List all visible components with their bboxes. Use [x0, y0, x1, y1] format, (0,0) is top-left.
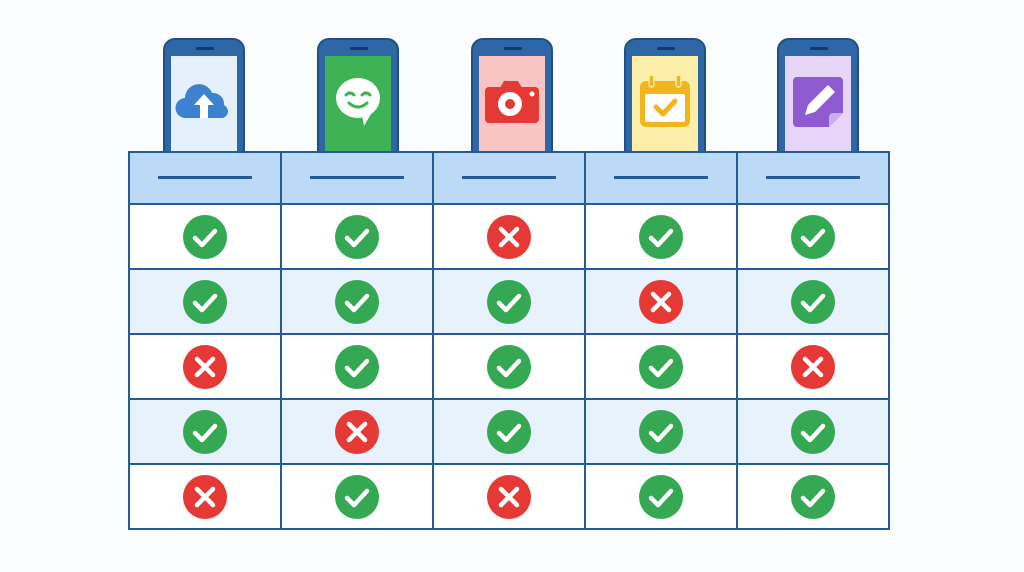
check-icon	[183, 214, 227, 259]
header-cell	[128, 151, 282, 205]
phone-screen	[632, 56, 698, 152]
table-cell	[736, 203, 890, 270]
check-icon	[791, 214, 835, 259]
check-icon	[335, 344, 379, 389]
check-icon	[639, 474, 683, 519]
table-cell	[280, 333, 434, 400]
check-icon	[335, 474, 379, 519]
cross-icon	[791, 344, 835, 389]
table-row	[128, 333, 890, 400]
table-cell	[128, 268, 282, 335]
phone-calendar-check	[624, 38, 706, 154]
cross-icon	[639, 279, 683, 324]
table-cell	[280, 203, 434, 270]
table-cell	[584, 203, 738, 270]
phone-speaker	[810, 47, 828, 50]
phone-screen	[171, 56, 237, 152]
header-placeholder-line	[310, 176, 404, 180]
feature-comparison-table	[128, 151, 890, 530]
cross-icon	[183, 474, 227, 519]
cross-icon	[487, 474, 531, 519]
check-icon	[791, 279, 835, 324]
phone-speaker	[350, 47, 368, 50]
phone-speaker	[657, 47, 675, 50]
header-cell	[432, 151, 586, 205]
camera-icon	[483, 79, 541, 130]
table-cell	[736, 333, 890, 400]
table-cell	[584, 398, 738, 465]
header-placeholder-line	[462, 176, 556, 180]
header-cell	[736, 151, 890, 205]
table-cell	[584, 268, 738, 335]
check-icon	[791, 409, 835, 454]
note-pencil-icon	[791, 75, 845, 134]
header-cell	[280, 151, 434, 205]
table-cell	[432, 268, 586, 335]
check-icon	[791, 474, 835, 519]
check-icon	[487, 279, 531, 324]
phone-chat-smile	[317, 38, 399, 154]
check-icon	[183, 409, 227, 454]
header-placeholder-line	[766, 176, 860, 180]
phone-cloud-upload	[163, 38, 245, 154]
table-cell	[432, 203, 586, 270]
table-cell	[128, 333, 282, 400]
phone-note-pencil	[777, 38, 859, 154]
table-cell	[584, 333, 738, 400]
table-cell	[280, 398, 434, 465]
phone-screen	[325, 56, 391, 152]
table-cell	[432, 333, 586, 400]
check-icon	[487, 344, 531, 389]
cross-icon	[487, 214, 531, 259]
table-cell	[128, 463, 282, 530]
check-icon	[639, 214, 683, 259]
table-cell	[736, 463, 890, 530]
header-placeholder-line	[158, 176, 252, 180]
table-row	[128, 203, 890, 270]
table-cell	[736, 398, 890, 465]
table-cell	[432, 463, 586, 530]
calendar-check-icon	[637, 73, 693, 135]
table-row	[128, 463, 890, 530]
cloud-upload-icon	[174, 82, 234, 127]
chat-smile-icon	[332, 76, 384, 133]
check-icon	[335, 214, 379, 259]
table-cell	[584, 463, 738, 530]
table-cell	[432, 398, 586, 465]
table-cell	[128, 203, 282, 270]
phone-screen	[479, 56, 545, 152]
check-icon	[639, 344, 683, 389]
table-cell	[280, 463, 434, 530]
cross-icon	[335, 409, 379, 454]
table-cell	[736, 268, 890, 335]
phone-screen	[785, 56, 851, 152]
table-cell	[280, 268, 434, 335]
check-icon	[639, 409, 683, 454]
table-row	[128, 268, 890, 335]
header-cell	[584, 151, 738, 205]
header-row	[128, 151, 890, 205]
check-icon	[335, 279, 379, 324]
phone-speaker	[504, 47, 522, 50]
header-placeholder-line	[614, 176, 708, 180]
cross-icon	[183, 344, 227, 389]
phone-camera	[471, 38, 553, 154]
check-icon	[183, 279, 227, 324]
table-cell	[128, 398, 282, 465]
phone-speaker	[196, 47, 214, 50]
check-icon	[487, 409, 531, 454]
table-row	[128, 398, 890, 465]
